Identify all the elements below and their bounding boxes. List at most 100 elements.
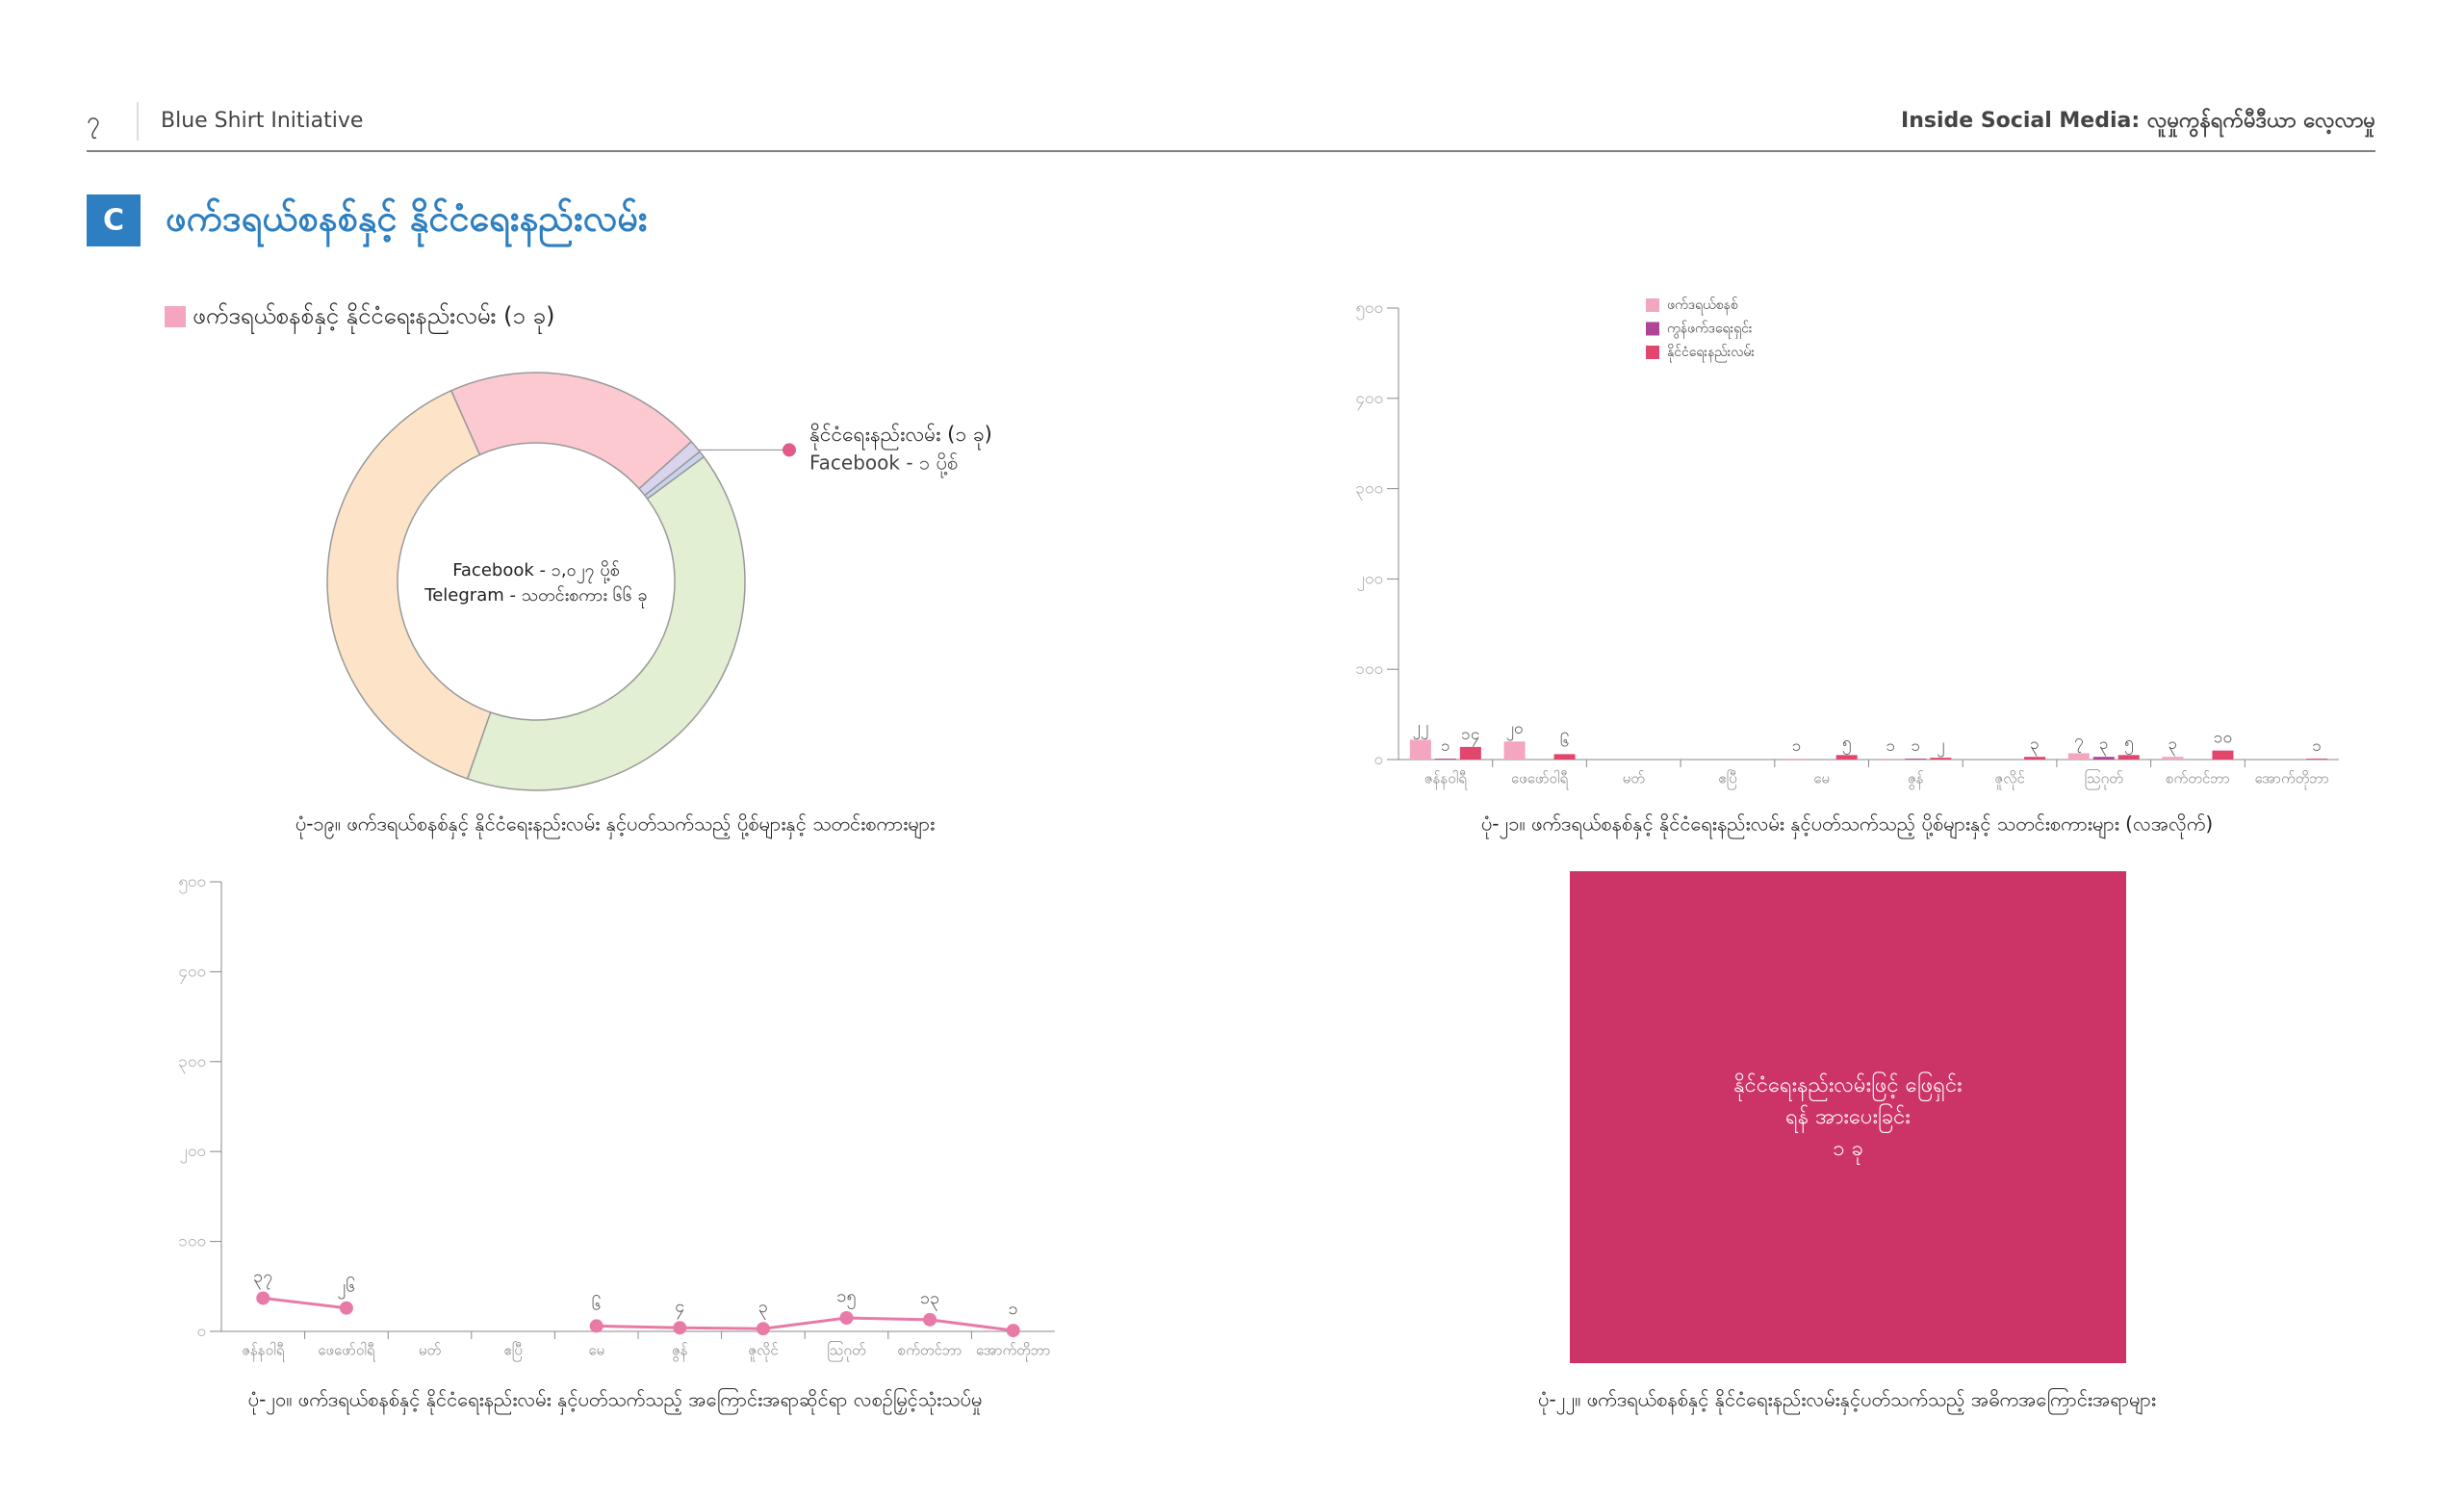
x-tick-label: စက်တင်ဘာ — [2166, 770, 2230, 787]
legend-label: ဖက်ဒရယ်စနစ် — [1667, 297, 1738, 315]
bar — [1409, 739, 1431, 760]
x-tick-label: ဧပြီ — [503, 1342, 523, 1362]
y-tick-label: ၂၀၀ — [180, 1142, 206, 1164]
x-tick-label: ဇန်နဝါရီ — [242, 1342, 285, 1362]
y-tick-label: ၁၀၀ — [1355, 659, 1383, 679]
x-tick-label: ဇူလိုင် — [748, 1342, 778, 1362]
x-tick-label: အောက်တိုဘာ — [2254, 770, 2328, 790]
bar — [2212, 750, 2234, 760]
x-tick-label: စက်တင်ဘာ — [898, 1342, 962, 1359]
legend-swatch — [165, 306, 186, 327]
value-label: ၃ — [2169, 735, 2178, 757]
line-point — [923, 1312, 937, 1327]
y-tick-label: ၀ — [196, 1322, 206, 1341]
bar — [2118, 755, 2140, 760]
value-label: ၃ — [2099, 735, 2109, 757]
x-tick-label: ဇူလိုင် — [1994, 770, 2024, 790]
line-point — [673, 1321, 687, 1335]
line — [263, 1296, 1014, 1332]
value-label: ၃ — [2030, 735, 2040, 757]
section-badge: C — [103, 204, 124, 238]
value-label: ၁၅ — [836, 1286, 856, 1309]
x-tick-label: ဩဂုတ် — [827, 1341, 865, 1362]
bar — [1930, 758, 1952, 760]
y-tick-label: ၁၀၀ — [178, 1232, 206, 1251]
x-tick-label: ဩဂုတ် — [2085, 769, 2123, 790]
bar — [1905, 759, 1927, 760]
y-tick-label: ၅၀၀ — [1355, 298, 1383, 321]
y-tick-label: ၅၀၀ — [178, 872, 206, 894]
value-label: ၇ — [2074, 731, 2084, 753]
bar — [2092, 757, 2115, 760]
value-label: ၁ — [1912, 736, 1921, 756]
caption: ပုံ-၂၂။ ဖက်ဒရယ်စနစ်နှင့် နိုင်ငံရေးနည်းလ… — [1538, 1388, 2156, 1415]
value-label: ၁၄ — [1461, 725, 1479, 747]
y-tick-label: ၄၀၀ — [178, 962, 206, 984]
x-tick-label: မတ် — [1623, 770, 1645, 787]
value-label: ၁ — [1886, 736, 1896, 756]
section-title: ဖက်ဒရယ်စနစ်နှင့် နိုင်ငံရေးနည်းလမ်း — [166, 197, 648, 248]
value-label: ၂ — [1937, 735, 1944, 758]
value-label: ၅ — [2124, 733, 2134, 755]
line-point — [339, 1301, 353, 1315]
bar — [1835, 755, 1858, 760]
donut-center-text: Telegram - သတင်းစကား ၆၆ ခု — [424, 585, 647, 608]
donut-segment — [326, 389, 492, 780]
bar — [2162, 757, 2184, 760]
legend-label: နိုင်ငံရေးနည်းလမ်း — [1667, 345, 1755, 362]
bar — [2306, 759, 2328, 760]
annotation-dot — [783, 443, 796, 457]
y-tick-label: ၄၀၀ — [1355, 389, 1383, 411]
caption: ပုံ-၁၉။ ဖက်ဒရယ်စနစ်နှင့် နိုင်ငံရေးနည်းလ… — [295, 812, 935, 839]
legend-swatch — [1646, 298, 1659, 312]
x-tick-label: ဇန်နဝါရီ — [1424, 770, 1468, 790]
publisher: Blue Shirt Initiative — [161, 109, 363, 133]
legend-label: ဖက်ဒရယ်စနစ်နှင့် နိုင်ငံရေးနည်းလမ်း (၁ ခ… — [192, 301, 555, 335]
caption: ပုံ-၂၁။ ဖက်ဒရယ်စနစ်နှင့် နိုင်ငံရေးနည်းလ… — [1481, 812, 2213, 839]
value-label: ၁ — [2312, 736, 2322, 756]
report-title: Inside Social Media: လူမှုကွန်ရက်မီဒီယာ … — [1901, 107, 2375, 138]
value-label: ၂၀ — [1506, 719, 1524, 741]
annotation-detail: Facebook - ၁ ပို့စ် — [809, 451, 958, 478]
bar — [1785, 759, 1808, 760]
bar — [2024, 757, 2046, 760]
y-tick-label: ၃၀၀ — [178, 1052, 206, 1074]
x-tick-label: ဇွန် — [672, 1342, 688, 1362]
value-label: ၁ — [1009, 1299, 1018, 1319]
section-badge-box — [87, 194, 141, 246]
donut-segment — [466, 455, 746, 791]
x-tick-label: ဇွန် — [1908, 770, 1924, 790]
legend-swatch — [1646, 322, 1659, 336]
value-label: ၂၆ — [337, 1277, 355, 1300]
x-tick-label: ဖေဖော်ဝါရီ — [318, 1342, 376, 1362]
x-tick-label: အောက်တိုဘာ — [976, 1342, 1050, 1362]
donut-segment — [449, 372, 693, 490]
value-label: ၁၃ — [920, 1288, 939, 1311]
bar — [1459, 746, 1481, 760]
x-tick-label: မတ် — [419, 1342, 441, 1359]
bar — [1434, 759, 1456, 760]
value-label: ၁ — [1441, 736, 1450, 756]
x-tick-label: မေ — [1813, 770, 1830, 787]
y-tick-label: ၀ — [1373, 750, 1383, 769]
line-point — [756, 1322, 770, 1336]
bar — [1503, 741, 1526, 760]
value-label: ၆ — [1560, 731, 1570, 751]
treemap-tile — [1570, 871, 2126, 1363]
value-label: ၁၀ — [2214, 729, 2232, 748]
x-tick-label: ဧပြီ — [1718, 770, 1737, 790]
bar — [2067, 753, 2090, 760]
value-label: ၄ — [675, 1296, 684, 1319]
bar — [1880, 759, 1902, 760]
x-tick-label: ဖေဖော်ဝါရီ — [1511, 770, 1570, 790]
legend-swatch — [1646, 346, 1659, 359]
value-label: ၃၇ — [253, 1266, 272, 1289]
annotation-title: နိုင်ငံရေးနည်းလမ်း (၁ ခု) — [809, 422, 992, 451]
line-point — [1006, 1324, 1020, 1338]
bar — [1553, 754, 1576, 760]
y-tick-label: ၂၀၀ — [1357, 569, 1383, 591]
donut-center-text: Facebook - ၁,၀၂၇ ပို့စ် — [452, 560, 620, 583]
page-number: ၇ — [87, 107, 100, 139]
